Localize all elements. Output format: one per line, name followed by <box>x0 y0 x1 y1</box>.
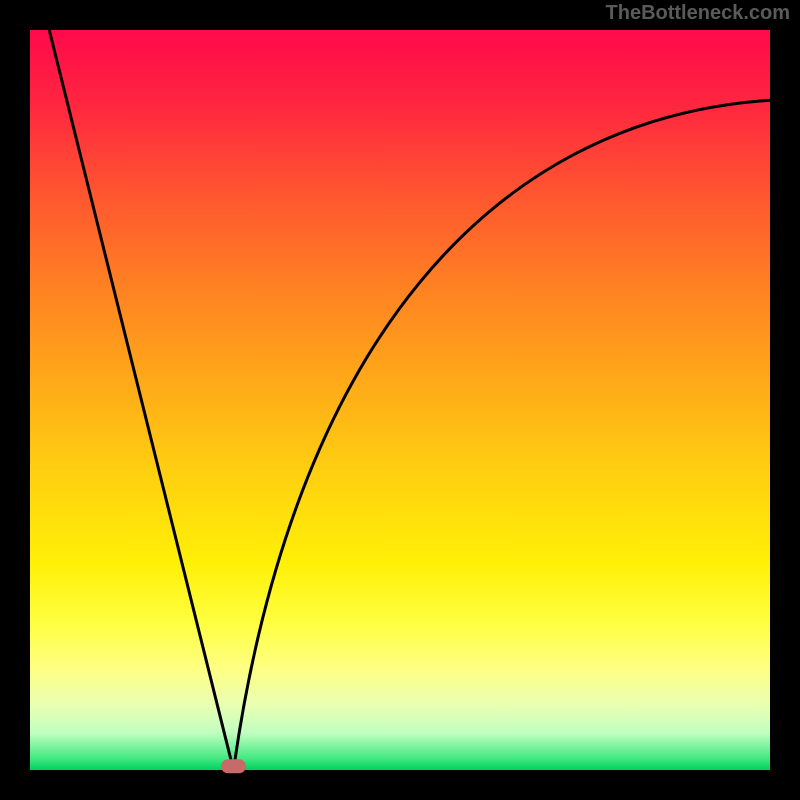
chart-container: TheBottleneck.com <box>0 0 800 800</box>
vertex-marker <box>221 759 246 773</box>
bottleneck-chart <box>0 0 800 800</box>
watermark-label: TheBottleneck.com <box>606 2 790 25</box>
